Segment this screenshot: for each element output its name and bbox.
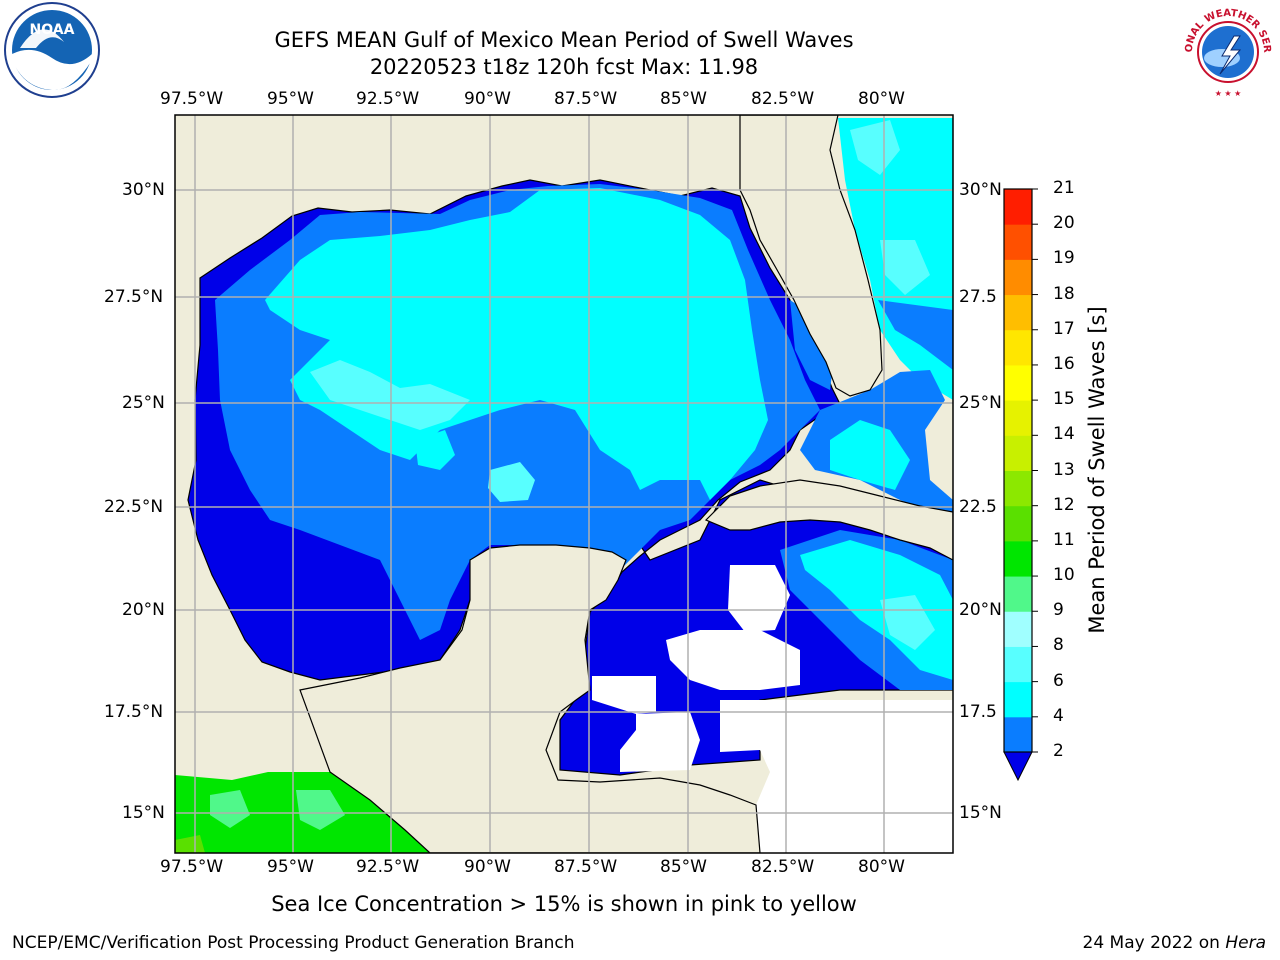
colorbar-band (1004, 435, 1032, 471)
colorbar-band (1004, 189, 1032, 225)
date-text: 24 May 2022 on (1082, 933, 1220, 953)
lon-label-bottom: 92.5°W (356, 857, 420, 877)
lat-label-right: 20°N (959, 600, 1002, 620)
cuba-land (704, 479, 953, 561)
colorbar-tick-label: 8 (1053, 635, 1064, 656)
noaa-logo-icon: NOAA (4, 2, 100, 98)
lon-label-top: 97.5°W (160, 89, 224, 109)
colorbar-tick-label: 19 (1053, 248, 1075, 269)
svg-text:NOAA: NOAA (30, 22, 75, 38)
lon-label-bottom: 87.5°W (554, 857, 618, 877)
date-credit: 24 May 2022 on Hera (1083, 933, 1267, 953)
florida-shelf-region (790, 300, 835, 390)
atlantic-6-8s-patch (880, 240, 930, 295)
colorbar-tick-label: 20 (1053, 213, 1075, 234)
lon-label-bottom: 90°W (464, 857, 511, 877)
lon-label-top: 87.5°W (554, 89, 618, 109)
lon-label-top: 92.5°W (356, 89, 420, 109)
lon-label-top: 90°W (464, 89, 511, 109)
lon-label-top: 82.5°W (751, 89, 815, 109)
map-subtitle: 20220523 t18z 120h fcst Max: 11.98 (369, 55, 759, 79)
lon-label-top: 85°W (660, 89, 707, 109)
lat-label-left: 27.5°N (104, 287, 164, 307)
lon-label-bottom: 85°W (660, 857, 707, 877)
lat-label-right: 27.5 (959, 287, 997, 307)
lat-label-left: 17.5°N (104, 702, 164, 722)
lat-label-left: 20°N (122, 600, 165, 620)
colorbar-band (1004, 224, 1032, 260)
lat-label-left: 15°N (122, 803, 165, 823)
lat-label-left: 25°N (122, 393, 165, 413)
colorbar-tick-label: 16 (1053, 353, 1075, 374)
colorbar-band (1004, 611, 1032, 647)
lon-label-bottom: 97.5°W (160, 857, 224, 877)
yucatan-land (299, 544, 761, 853)
colorbar-title: Mean Period of Swell Waves [s] (1085, 306, 1109, 634)
lon-label-bottom: 95°W (267, 857, 314, 877)
colorbar-tick-label: 21 (1053, 178, 1075, 198)
lat-label-right: 25°N (959, 393, 1002, 413)
lon-label-top: 80°W (858, 89, 905, 109)
atlantic-6-8s-patch (850, 120, 900, 175)
colorbar-tick-label: 10 (1053, 565, 1075, 586)
no-data-region (720, 700, 953, 853)
colorbar-band (1004, 576, 1032, 612)
nws-logo-icon: NATIONAL WEATHER SERVICE ★ ★ ★ (1178, 0, 1273, 98)
lat-label-left: 30°N (122, 180, 165, 200)
colorbar-band (1004, 470, 1032, 507)
colorbar-tick-label: 6 (1053, 670, 1064, 691)
lat-label-right: 15°N (959, 803, 1002, 823)
colorbar-tick-label: 11 (1053, 529, 1075, 550)
map-gridlines (175, 115, 953, 853)
caribbean-6-8s-patch (880, 595, 935, 650)
colorbar-band (1004, 294, 1032, 331)
colorbar-tick-label: 13 (1053, 459, 1075, 480)
no-data-region (666, 630, 800, 690)
colorbar-tick-label: 2 (1053, 741, 1064, 761)
map-title: GEFS MEAN Gulf of Mexico Mean Period of … (274, 28, 854, 52)
colorbar-band (1004, 505, 1032, 542)
straits-4-6s-patch (830, 420, 910, 490)
pacific-9-10s-patch (210, 790, 250, 828)
colorbar-band (1004, 540, 1032, 577)
lat-label-left: 22.5°N (104, 497, 164, 517)
colorbar-tick-label: 4 (1053, 705, 1064, 726)
colorbar-tick-label: 12 (1053, 494, 1075, 515)
colorbar-band (1004, 329, 1032, 366)
svg-text:★ ★ ★: ★ ★ ★ (1215, 89, 1242, 98)
gulf-6-8s-patch (310, 360, 470, 430)
colorbar-band (1004, 716, 1032, 753)
colorbar-tick-label: 18 (1053, 283, 1075, 304)
pacific-9-10s-patch (296, 790, 345, 830)
colorbar-tick-label: 9 (1053, 600, 1064, 621)
colorbar-band (1004, 364, 1032, 401)
colorbar-band (1004, 646, 1032, 683)
lat-label-right: 22.5 (959, 497, 997, 517)
no-data-region (620, 712, 700, 772)
credit-text: NCEP/EMC/Verification Post Processing Pr… (12, 933, 575, 953)
lon-label-top: 95°W (267, 89, 314, 109)
gulf-6-8s-patch (488, 462, 535, 502)
host-name: Hera (1225, 933, 1266, 953)
lon-label-bottom: 82.5°W (751, 857, 815, 877)
colorbar-band (1004, 681, 1032, 718)
colorbar-under-triangle (1003, 751, 1033, 782)
colorbar-tick-label: 17 (1053, 318, 1075, 339)
lat-label-right: 30°N (959, 180, 1002, 200)
colorbar-band (1004, 259, 1032, 296)
lat-label-right: 17.5 (959, 702, 997, 722)
lon-label-bottom: 80°W (858, 857, 905, 877)
colorbar-tick-label: 14 (1053, 424, 1075, 445)
atlantic-2-4s-region (878, 300, 953, 370)
gulf-4-6s-patch (415, 430, 455, 470)
colorbar-band (1004, 400, 1032, 436)
sea-ice-note: Sea Ice Concentration > 15% is shown in … (271, 892, 857, 916)
pacific-11-12s-patch (175, 835, 205, 853)
map-frame (174, 114, 954, 854)
no-data-region (728, 565, 790, 632)
colorbar-tick-label: 15 (1053, 389, 1075, 410)
no-data-region (592, 676, 656, 714)
